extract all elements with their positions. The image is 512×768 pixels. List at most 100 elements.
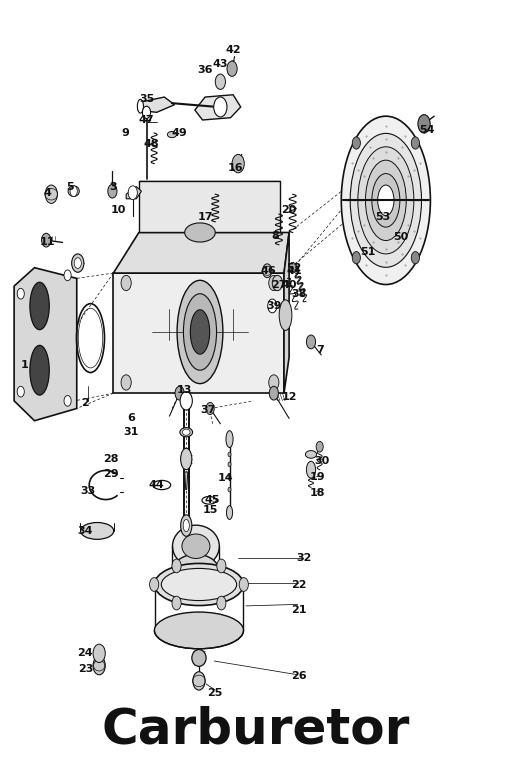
Circle shape: [239, 578, 248, 591]
Circle shape: [228, 475, 231, 480]
Text: 30: 30: [314, 455, 330, 465]
Circle shape: [217, 559, 226, 573]
Ellipse shape: [305, 451, 316, 458]
Text: 49: 49: [172, 128, 187, 138]
Text: 50: 50: [394, 232, 409, 242]
Circle shape: [121, 375, 131, 390]
Ellipse shape: [173, 554, 219, 589]
Circle shape: [17, 386, 24, 397]
Ellipse shape: [183, 293, 217, 370]
Polygon shape: [139, 181, 281, 233]
Circle shape: [17, 288, 24, 299]
Ellipse shape: [181, 515, 192, 536]
Circle shape: [263, 264, 272, 278]
Text: 41: 41: [286, 266, 302, 276]
Ellipse shape: [182, 534, 210, 558]
Text: 29: 29: [103, 469, 119, 479]
Ellipse shape: [350, 134, 421, 267]
Text: Carburetor: Carburetor: [102, 706, 410, 754]
Circle shape: [142, 106, 151, 118]
Ellipse shape: [279, 300, 292, 330]
Polygon shape: [138, 97, 175, 112]
Text: 9: 9: [121, 128, 129, 138]
Circle shape: [64, 270, 71, 280]
Ellipse shape: [30, 346, 49, 395]
Ellipse shape: [173, 525, 219, 568]
Circle shape: [269, 386, 279, 400]
Ellipse shape: [177, 280, 223, 384]
Text: 11: 11: [39, 237, 55, 247]
Text: 13: 13: [177, 385, 193, 395]
Circle shape: [128, 186, 137, 200]
Polygon shape: [185, 472, 188, 490]
Circle shape: [180, 392, 193, 410]
Ellipse shape: [167, 131, 177, 137]
Text: 16: 16: [228, 164, 243, 174]
Circle shape: [228, 488, 231, 492]
Ellipse shape: [185, 223, 215, 242]
Text: 14: 14: [218, 473, 233, 483]
Circle shape: [272, 276, 283, 290]
Ellipse shape: [192, 650, 206, 667]
Ellipse shape: [372, 174, 400, 227]
Text: 40: 40: [282, 280, 297, 290]
Text: 34: 34: [78, 526, 93, 536]
Circle shape: [228, 452, 231, 457]
Ellipse shape: [68, 186, 79, 197]
Ellipse shape: [161, 568, 237, 601]
Ellipse shape: [155, 564, 244, 605]
Text: 28: 28: [103, 454, 119, 464]
Polygon shape: [195, 94, 241, 120]
Circle shape: [172, 596, 181, 610]
Text: 52: 52: [287, 263, 302, 273]
Circle shape: [41, 233, 51, 247]
Ellipse shape: [155, 612, 244, 649]
Circle shape: [418, 114, 430, 133]
Text: 17: 17: [197, 212, 213, 222]
Polygon shape: [114, 273, 284, 393]
Polygon shape: [114, 233, 289, 273]
Text: 25: 25: [207, 688, 223, 698]
Circle shape: [316, 442, 323, 452]
Circle shape: [227, 61, 237, 76]
Text: 53: 53: [376, 212, 391, 222]
Ellipse shape: [183, 519, 189, 531]
Text: 42: 42: [225, 45, 241, 55]
Text: 36: 36: [197, 65, 213, 75]
Ellipse shape: [137, 99, 143, 113]
Ellipse shape: [182, 429, 190, 435]
Text: 37: 37: [200, 405, 216, 415]
Ellipse shape: [180, 428, 193, 437]
Text: 39: 39: [266, 301, 282, 311]
Ellipse shape: [226, 431, 233, 448]
Text: 48: 48: [144, 140, 159, 150]
Text: 45: 45: [205, 495, 221, 505]
Text: 6: 6: [127, 412, 135, 422]
Circle shape: [74, 258, 81, 269]
Text: 31: 31: [123, 427, 139, 437]
Circle shape: [64, 396, 71, 406]
Text: 15: 15: [202, 505, 218, 515]
Text: 10: 10: [111, 204, 126, 214]
Text: 51: 51: [360, 247, 376, 257]
Ellipse shape: [342, 116, 431, 284]
Text: 12: 12: [282, 392, 297, 402]
Circle shape: [193, 672, 205, 690]
Text: 1: 1: [20, 360, 28, 370]
Ellipse shape: [306, 462, 315, 478]
Circle shape: [411, 137, 419, 149]
Ellipse shape: [80, 522, 114, 539]
Text: 22: 22: [291, 581, 307, 591]
Circle shape: [108, 184, 117, 198]
Circle shape: [232, 154, 244, 173]
Text: 5: 5: [67, 181, 74, 191]
Ellipse shape: [190, 310, 209, 354]
Circle shape: [93, 644, 105, 663]
Text: 21: 21: [291, 604, 307, 614]
Text: 3: 3: [110, 181, 117, 191]
Circle shape: [175, 386, 184, 400]
Circle shape: [228, 462, 231, 467]
Text: 18: 18: [309, 488, 325, 498]
Text: 27: 27: [271, 280, 287, 290]
Circle shape: [289, 263, 296, 273]
